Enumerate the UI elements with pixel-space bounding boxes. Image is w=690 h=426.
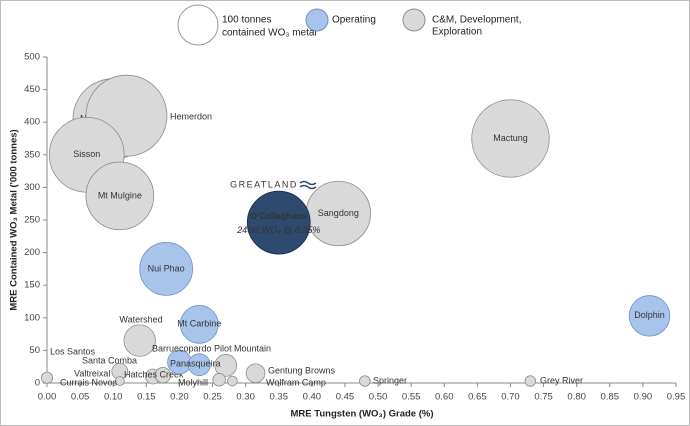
legend-label: Operating — [332, 15, 376, 26]
bubble — [40, 371, 54, 384]
bubble-label: Grey River — [540, 375, 583, 385]
bubble-label: Panasqueira — [170, 358, 221, 368]
bubble-label: Dolphin — [634, 310, 665, 320]
bubble — [187, 353, 211, 377]
y-tick-label: 200 — [24, 247, 40, 258]
size-key-label: 100 tonnes — [222, 15, 272, 26]
logo: GREATLAND — [230, 179, 298, 189]
x-tick-label: 0.55 — [402, 392, 421, 403]
x-tick-label: 0.60 — [435, 392, 454, 403]
y-tick-label: 150 — [24, 280, 40, 291]
y-tick-label: 100 — [24, 312, 40, 323]
x-tick-label: 0.15 — [137, 392, 156, 403]
bubble-label: Sisson — [73, 149, 100, 159]
x-tick-label: 0.45 — [336, 392, 355, 403]
bubble — [212, 373, 226, 387]
bubble — [245, 363, 266, 384]
bubble — [123, 324, 156, 357]
x-tick-label: 0.30 — [236, 392, 255, 403]
bubble-label: Mt Carbine — [177, 319, 221, 329]
bubble-label: Watershed — [119, 314, 162, 324]
bubble — [85, 161, 155, 231]
bubble-label: Springer — [373, 375, 407, 385]
legend-label: C&M, Development, — [432, 15, 521, 26]
bubble — [359, 375, 371, 387]
x-tick-label: 0.05 — [71, 392, 90, 403]
bubble-label: Wolfram Camp — [266, 377, 326, 387]
x-tick-label: 0.40 — [303, 392, 322, 403]
y-tick-label: 250 — [24, 215, 40, 226]
bubble-label: Molyhill — [178, 377, 208, 387]
bubble — [154, 367, 172, 384]
y-tick-label: 350 — [24, 149, 40, 160]
x-axis-title: MRE Tungsten (WO₃) Grade (%) — [290, 409, 433, 420]
highlight-annotation: 246kt WO₃ @ 0.35% — [236, 225, 320, 235]
x-tick-label: 0.90 — [634, 392, 653, 403]
y-tick-label: 400 — [24, 117, 40, 128]
bubble — [214, 354, 238, 377]
bubble-label: Pilot Mountain — [214, 343, 271, 353]
bubble-label: Currais Novos — [60, 377, 118, 387]
bubble — [524, 375, 537, 387]
bubble-label: Valtreixal — [74, 368, 110, 378]
bubble-label: Hemerdon — [170, 111, 212, 121]
x-tick-label: 0.20 — [170, 392, 189, 403]
highlight-label: O'Callaghans — [250, 211, 307, 221]
highlight-bubble — [246, 190, 311, 255]
size-key-label: contained WO₃ metal — [222, 28, 317, 39]
bubble — [628, 295, 671, 337]
logo-wave — [299, 180, 317, 190]
bubble-label: Gentung Browns — [268, 365, 336, 375]
bubble — [139, 242, 194, 296]
bubble-label: Santa Comba — [82, 355, 137, 365]
bubble-label: Hatches Creek — [124, 369, 184, 379]
x-tick-label: 0.00 — [38, 392, 57, 403]
x-tick-label: 0.85 — [601, 392, 620, 403]
bubble — [179, 304, 219, 344]
y-tick-label: 300 — [24, 182, 40, 193]
legend-swatch — [305, 8, 329, 32]
x-tick-label: 0.65 — [468, 392, 487, 403]
bubble-label: Barruecopardo — [152, 343, 212, 353]
legend-label: Exploration — [432, 27, 482, 38]
bubble-label: Mt Mulgine — [98, 190, 142, 200]
y-tick-label: 0 — [35, 378, 40, 389]
x-tick-label: 0.50 — [369, 392, 388, 403]
legend-swatch — [402, 8, 426, 32]
y-tick-label: 500 — [24, 52, 40, 63]
x-tick-label: 0.25 — [203, 392, 222, 403]
x-tick-label: 0.75 — [534, 392, 553, 403]
bubble-label: Sangdong — [318, 208, 359, 218]
bubble — [471, 99, 550, 178]
y-tick-label: 50 — [29, 345, 40, 356]
y-axis-title: MRE Contained WO₃ Metal ('000 tonnes) — [9, 129, 20, 310]
x-tick-label: 0.80 — [567, 392, 586, 403]
x-tick-label: 0.35 — [269, 392, 288, 403]
y-tick-label: 450 — [24, 84, 40, 95]
x-tick-label: 0.10 — [104, 392, 123, 403]
bubble — [227, 375, 238, 387]
bubble-label: Nui Phao — [148, 263, 185, 273]
size-key-bubble — [177, 4, 219, 46]
bubble-label: Mactung — [493, 133, 528, 143]
x-tick-label: 0.95 — [667, 392, 686, 403]
bubble-label: Los Santos — [50, 346, 96, 356]
x-tick-label: 0.70 — [501, 392, 520, 403]
bubble — [114, 376, 125, 386]
